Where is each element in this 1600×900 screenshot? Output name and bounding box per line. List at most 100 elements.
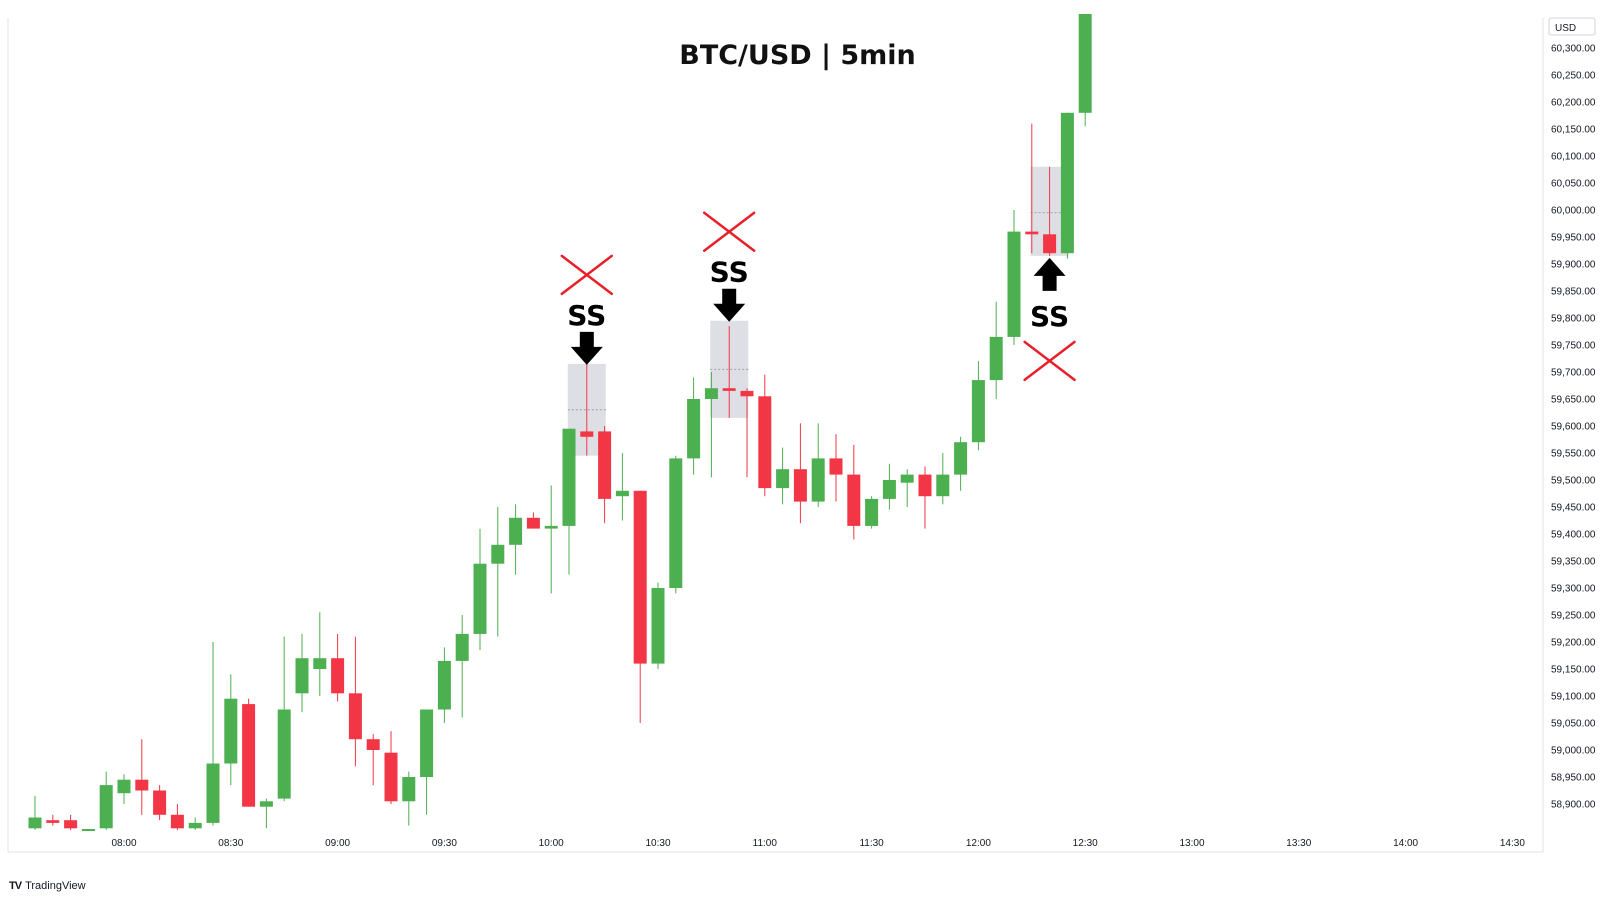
y-tick-label: 59,450.00 bbox=[1551, 503, 1596, 514]
candle-body bbox=[740, 390, 754, 397]
candle-up bbox=[865, 496, 879, 529]
candle-up bbox=[936, 453, 950, 505]
candle-up bbox=[437, 647, 451, 723]
y-tick-label: 60,100.00 bbox=[1551, 152, 1596, 163]
y-tick-label: 59,900.00 bbox=[1551, 260, 1596, 271]
candle-body bbox=[420, 709, 434, 777]
candle-down bbox=[242, 698, 256, 807]
tradingview-name: TradingView bbox=[25, 880, 86, 892]
y-tick-label: 59,150.00 bbox=[1551, 665, 1596, 676]
candle-up bbox=[420, 709, 434, 815]
candle-up bbox=[882, 463, 896, 510]
candle-body bbox=[882, 480, 896, 499]
candle-body bbox=[348, 693, 362, 740]
candle-body bbox=[81, 829, 95, 831]
candle-body bbox=[847, 474, 861, 526]
candle-body bbox=[242, 704, 256, 807]
candle-body bbox=[829, 458, 843, 475]
candle-up bbox=[651, 582, 665, 669]
candle-up bbox=[669, 455, 683, 594]
y-tick-label: 59,200.00 bbox=[1551, 638, 1596, 649]
candle-body bbox=[989, 336, 1003, 381]
candle-body bbox=[437, 660, 451, 710]
candle-body bbox=[669, 458, 683, 588]
candle-down bbox=[331, 633, 345, 702]
x-tick-label: 09:30 bbox=[432, 838, 457, 849]
x-tick-label: 11:30 bbox=[859, 838, 884, 849]
x-tick-label: 10:30 bbox=[645, 838, 670, 849]
invalidated-cross-icon bbox=[560, 254, 614, 296]
candle-up bbox=[81, 829, 95, 831]
y-tick-label: 58,950.00 bbox=[1551, 773, 1596, 784]
candle-body bbox=[99, 785, 113, 829]
candle-body bbox=[295, 658, 309, 694]
candle-up bbox=[776, 447, 790, 505]
candle-up bbox=[295, 633, 309, 713]
candle-up bbox=[704, 372, 718, 478]
candle-body bbox=[954, 442, 968, 475]
y-tick-label: 60,250.00 bbox=[1551, 71, 1596, 82]
candle-body bbox=[46, 820, 60, 823]
x-tick-label: 14:00 bbox=[1393, 838, 1418, 849]
candle-body bbox=[473, 563, 487, 634]
candle-body bbox=[64, 820, 78, 829]
candle-body bbox=[117, 779, 131, 794]
candle-body bbox=[28, 817, 42, 829]
y-tick-label: 58,900.00 bbox=[1551, 800, 1596, 811]
x-tick-label: 12:00 bbox=[966, 838, 991, 849]
candle-down bbox=[847, 444, 861, 540]
y-tick-label: 59,800.00 bbox=[1551, 314, 1596, 325]
candle-up bbox=[1078, 14, 1092, 127]
candle-body bbox=[793, 469, 807, 502]
candle-down bbox=[1025, 123, 1039, 254]
candle-up bbox=[491, 507, 505, 637]
candle-down bbox=[722, 326, 736, 418]
currency-label-box bbox=[1548, 17, 1596, 36]
candle-body bbox=[188, 822, 202, 829]
candle-down bbox=[153, 785, 167, 821]
candle-up bbox=[811, 423, 825, 507]
candle-body bbox=[224, 698, 238, 764]
candle-body bbox=[526, 517, 540, 529]
candle-up bbox=[971, 361, 985, 451]
arrow-down-icon bbox=[713, 288, 746, 322]
y-tick-label: 59,950.00 bbox=[1551, 233, 1596, 244]
arrow-down-icon bbox=[570, 331, 603, 365]
candle-body bbox=[971, 380, 985, 443]
ss-signal-label: SS bbox=[1030, 300, 1069, 333]
y-tick-label: 59,350.00 bbox=[1551, 557, 1596, 568]
tradingview-logo-icon: TV bbox=[9, 880, 22, 892]
candle-body bbox=[366, 739, 380, 750]
y-tick-label: 59,750.00 bbox=[1551, 341, 1596, 352]
y-tick-label: 59,400.00 bbox=[1551, 530, 1596, 541]
candle-up bbox=[544, 485, 558, 594]
ss-signal-label: SS bbox=[710, 256, 749, 289]
tradingview-brand[interactable]: TV TradingView bbox=[9, 880, 86, 892]
candle-up bbox=[188, 817, 202, 830]
candle-up bbox=[455, 615, 469, 718]
y-tick-label: 60,050.00 bbox=[1551, 179, 1596, 190]
candle-down bbox=[793, 423, 807, 524]
candle-down bbox=[598, 426, 612, 524]
y-tick-label: 59,600.00 bbox=[1551, 422, 1596, 433]
candle-down bbox=[758, 374, 772, 497]
candle-down bbox=[633, 490, 647, 723]
candle-body bbox=[633, 490, 647, 664]
candle-body bbox=[509, 517, 523, 545]
candle-down bbox=[170, 804, 184, 830]
candle-up bbox=[509, 504, 523, 575]
candle-body bbox=[170, 814, 184, 829]
candle-body bbox=[936, 474, 950, 497]
candle-down bbox=[46, 814, 60, 826]
currency-label: USD bbox=[1555, 23, 1576, 34]
candle-up bbox=[1007, 210, 1021, 345]
candle-up bbox=[687, 377, 701, 475]
candle-body bbox=[277, 709, 291, 799]
y-tick-label: 60,300.00 bbox=[1551, 44, 1596, 55]
y-tick-label: 59,300.00 bbox=[1551, 584, 1596, 595]
candle-body bbox=[615, 490, 629, 497]
candle-body bbox=[331, 658, 345, 694]
candle-body bbox=[776, 469, 790, 489]
candle-body bbox=[544, 525, 558, 529]
